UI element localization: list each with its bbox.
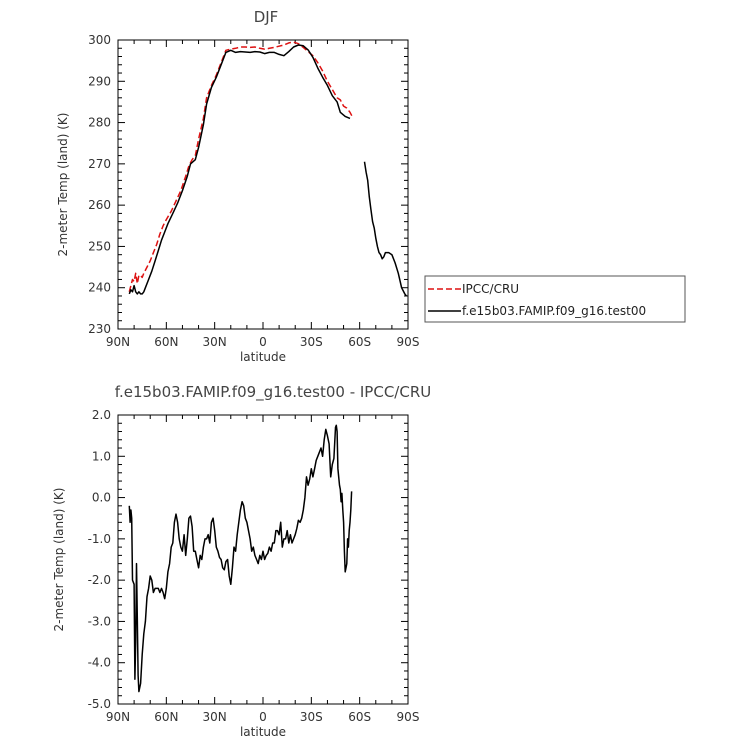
y-tick-label: 250 [88,239,111,253]
y-axis-label: 2-meter Temp (land) (K) [56,113,70,257]
legend: IPCC/CRU f.e15b03.FAMIP.f09_g16.test00 [424,275,686,323]
y-tick-label: -3.0 [88,614,111,628]
y-tick-label: 1.0 [92,449,111,463]
x-tick-label: 0 [259,710,267,724]
y-tick-label: 260 [88,198,111,212]
chart-title: DJF [254,8,279,26]
y-tick-label: 270 [88,157,111,171]
y-tick-label: -1.0 [88,532,111,546]
y-tick-label: 230 [88,322,111,336]
chart-panel-1: DJF 90N 60N 30N 0 30S 60S 90S 230 240 250 260 270 280… [56,8,686,364]
x-tick-label: 60S [348,710,371,724]
x-tick-label: 90N [106,335,130,349]
x-tick-label: 30N [203,335,227,349]
y-tick-label: 2.0 [92,408,111,422]
x-tick-label: 60N [154,710,178,724]
plot-frame [117,39,409,330]
plot-frame [117,414,409,705]
y-tick-label: 0.0 [92,491,111,505]
series-line-2-segment-2 [363,161,407,297]
y-tick-label: 300 [88,33,111,47]
series-line-2-segment-1 [128,44,351,295]
y-tick-label: 240 [88,281,111,295]
x-axis-label: latitude [240,725,286,739]
y-axis-label: 2-meter Temp (land) (K) [52,488,66,632]
x-tick-label: 60N [154,335,178,349]
x-tick-label: 90S [397,710,420,724]
legend-label-1: IPCC/CRU [462,282,519,296]
x-tick-label: 30S [300,335,323,349]
y-tick-label: -4.0 [88,656,111,670]
x-tick-label: 30S [300,710,323,724]
x-tick-label: 90S [397,335,420,349]
series-line-1 [128,41,354,292]
x-tick-label: 60S [348,335,371,349]
y-tick-label: -5.0 [88,697,111,711]
legend-box [424,275,686,323]
chart-title: f.e15b03.FAMIP.f09_g16.test00 - IPCC/CRU [115,383,431,402]
x-tick-label: 30N [203,710,227,724]
x-tick-label: 0 [259,335,267,349]
chart-panel-2: f.e15b03.FAMIP.f09_g16.test00 - IPCC/CRU… [52,383,431,739]
y-tick-label: 290 [88,74,111,88]
legend-label-2: f.e15b03.FAMIP.f09_g16.test00 [462,304,646,318]
y-tick-label: -2.0 [88,573,111,587]
series-line-1 [128,424,353,693]
x-tick-label: 90N [106,710,130,724]
x-axis-label: latitude [240,350,286,364]
y-tick-label: 280 [88,116,111,130]
